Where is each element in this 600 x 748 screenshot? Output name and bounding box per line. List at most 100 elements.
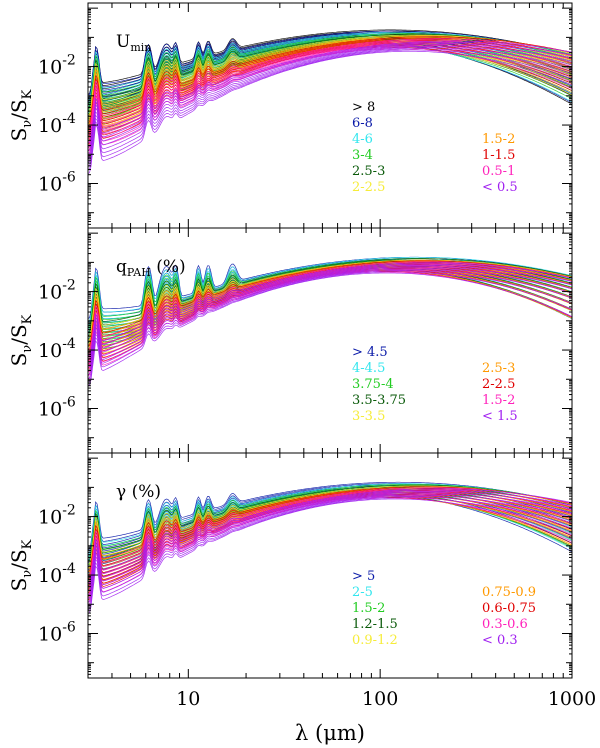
curve-03-7	[88, 489, 572, 588]
legend-label: 3-4	[352, 148, 373, 163]
curve-03-3	[88, 494, 572, 603]
curve-15-5	[88, 266, 572, 368]
curve-03-4	[88, 493, 572, 600]
legend-label: 3.5-3.75	[352, 393, 406, 408]
curve-152-8	[88, 483, 572, 559]
y-tick-label: 10-6	[38, 394, 76, 420]
curve-253-8	[88, 259, 572, 343]
legend-label: 0.6-0.75	[482, 601, 536, 616]
y-tick-label: 10-2	[38, 278, 76, 304]
legend-label: < 0.5	[482, 180, 518, 195]
y-tick-label: 10-2	[38, 503, 76, 529]
curve-152-8	[88, 261, 572, 351]
legend-label: 1.5-2	[352, 601, 385, 616]
legend-label: > 4.5	[352, 345, 388, 360]
curves	[88, 481, 572, 614]
curve-051-8	[88, 38, 572, 129]
y-axis-label: Sν/SK	[7, 89, 35, 141]
x-tick-label: 100	[362, 688, 398, 710]
curve-15-1	[88, 271, 572, 383]
curve-1215-8	[88, 484, 572, 562]
x-tick-label: 10	[176, 688, 200, 710]
legend-label: 4-6	[352, 132, 373, 147]
curve-15-3	[88, 268, 572, 376]
curve-115-7	[88, 37, 572, 127]
curves	[88, 29, 572, 174]
curve-15-6	[88, 264, 572, 364]
curve-35375-8	[88, 258, 572, 333]
curve-225-6	[88, 263, 572, 354]
curve-3754-8	[88, 258, 572, 328]
curve-15-0	[88, 272, 572, 387]
panel-1: 10-2 10-4 10-6 Sν/SK Umin > 86-84-63-42.5-32-…	[7, 2, 573, 229]
legend-label: 3.75-4	[352, 377, 394, 392]
legend-label: 0.75-0.9	[482, 585, 536, 600]
panel-title: qPAH (%)	[116, 257, 186, 279]
curve-15-2	[88, 270, 572, 379]
curve-445-8	[88, 256, 572, 323]
legend-label: 4-4.5	[352, 361, 385, 376]
curve-05-0	[88, 50, 572, 174]
legend-label: 2.5-3	[352, 164, 385, 179]
curve-051-7	[88, 39, 572, 133]
legend-label: < 1.5	[482, 409, 518, 424]
legend-label: 2-5	[352, 585, 373, 600]
curve-03-5	[88, 492, 572, 596]
curve-253-8	[88, 33, 572, 110]
curve-15-8	[88, 262, 572, 357]
y-tick-label: 10-4	[38, 561, 76, 587]
legend-label: 2-2.5	[352, 180, 385, 195]
curve-115-4	[88, 41, 572, 138]
curves	[88, 256, 572, 387]
curve-03-8	[88, 488, 572, 585]
curve-05-6	[88, 43, 572, 152]
curve-115-8	[88, 36, 572, 124]
panel-title: Umin	[116, 32, 151, 54]
curve-05-1	[88, 49, 572, 171]
curve-15-7	[88, 263, 572, 360]
curve-225-8	[88, 260, 572, 347]
curve-03-0	[88, 498, 572, 614]
legend-label: > 8	[352, 100, 375, 115]
curve-05-2	[88, 48, 572, 167]
panel-frame	[87, 452, 573, 679]
curve-03-1	[88, 497, 572, 611]
legend-label: 0.9-1.2	[352, 633, 398, 648]
y-tick-label: 10-2	[38, 53, 76, 79]
legend-label: 3-3.5	[352, 409, 385, 424]
curve-051-4	[88, 43, 572, 143]
x-axis-label: λ (μm)	[295, 721, 365, 745]
legend-label: 2-2.5	[482, 377, 515, 392]
curve-05-5	[88, 44, 572, 156]
curve-03-6	[88, 490, 572, 592]
curve-051-6	[88, 40, 572, 136]
legend-label: 2.5-3	[482, 361, 515, 376]
y-axis-label: Sν/SK	[7, 314, 35, 366]
y-tick-label: 10-4	[38, 111, 76, 137]
panel-title: γ (%)	[116, 482, 161, 502]
y-axis-label: Sν/SK	[7, 539, 35, 591]
curve-03-2	[88, 496, 572, 607]
curve-05-4	[88, 45, 572, 159]
legend-label: 1.5-2	[482, 393, 515, 408]
legend-label: < 0.3	[482, 633, 518, 648]
y-tick-label: 10-6	[38, 619, 76, 645]
curve-05-7	[88, 41, 572, 148]
legend-label: 0.3-0.6	[482, 617, 528, 632]
curve-45-8	[88, 256, 572, 319]
curve-0306-0	[88, 497, 572, 606]
y-tick-label: 10-6	[38, 169, 76, 195]
legend-label: 0.5-1	[482, 164, 515, 179]
curve-05-8	[88, 40, 572, 144]
legend-label: 1.5-2	[482, 132, 515, 147]
panel-3: 10-2 10-4 10-6 Sν/SK γ (%) > 52-51.5-21.2-1.5…	[7, 452, 573, 679]
curve-051-5	[88, 42, 572, 140]
legend-label: 1.2-1.5	[352, 617, 398, 632]
legend-label: 6-8	[352, 116, 373, 131]
curve-15-4	[88, 267, 572, 372]
curve-68-8	[88, 30, 572, 96]
y-tick-label: 10-4	[38, 336, 76, 362]
legend-label: 1-1.5	[482, 148, 515, 163]
panel-2: 10-2 10-4 10-6 Sν/SK qPAH (%) > 4.54-4.53.75-…	[7, 227, 573, 454]
